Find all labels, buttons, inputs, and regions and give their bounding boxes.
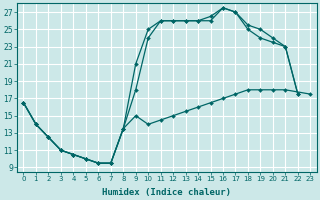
- X-axis label: Humidex (Indice chaleur): Humidex (Indice chaleur): [102, 188, 231, 197]
